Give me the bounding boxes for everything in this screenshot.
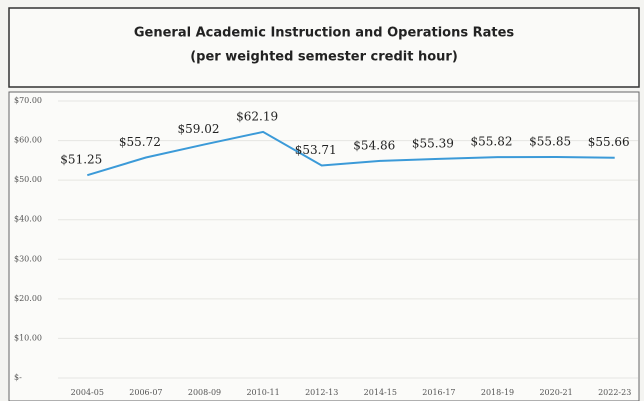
x-tick-label: 2012-13 xyxy=(305,388,338,397)
data-label: $51.25 xyxy=(60,153,102,167)
data-label: $55.39 xyxy=(412,136,454,150)
y-tick-label: $40.00 xyxy=(14,215,42,224)
title-box xyxy=(8,7,640,88)
data-label: $62.19 xyxy=(236,109,278,123)
x-tick-label: 2006-07 xyxy=(129,388,162,397)
x-tick-label: 2020-21 xyxy=(539,388,572,397)
y-tick-label: $20.00 xyxy=(14,294,42,303)
x-tick-label: 2010-11 xyxy=(246,388,279,397)
data-label: $55.72 xyxy=(119,135,161,149)
x-tick-label: 2008-09 xyxy=(188,388,221,397)
y-tick-label: $50.00 xyxy=(14,175,42,184)
x-tick-label: 2004-05 xyxy=(71,388,104,397)
data-label: $55.66 xyxy=(588,135,630,149)
y-tick-label: $30.00 xyxy=(14,254,42,263)
y-tick-label: $10.00 xyxy=(14,333,42,342)
y-tick-label: $70.00 xyxy=(14,96,42,105)
data-label: $59.02 xyxy=(178,122,220,136)
chart-title: General Academic Instruction and Operati… xyxy=(134,26,515,41)
data-label: $53.71 xyxy=(295,143,337,157)
data-label: $54.86 xyxy=(353,138,395,152)
line-series xyxy=(87,130,615,177)
data-label: $55.85 xyxy=(529,134,571,148)
plot-box xyxy=(8,91,640,401)
x-tick-label: 2022-23 xyxy=(598,388,631,397)
x-tick-label: 2016-17 xyxy=(422,388,455,397)
data-label: $55.82 xyxy=(471,135,513,149)
x-tick-label: 2018-19 xyxy=(481,388,514,397)
y-tick-label: $- xyxy=(14,373,22,382)
x-tick-label: 2014-15 xyxy=(364,388,397,397)
chart-subtitle: (per weighted semester credit hour) xyxy=(190,50,458,65)
y-tick-label: $60.00 xyxy=(14,136,42,145)
